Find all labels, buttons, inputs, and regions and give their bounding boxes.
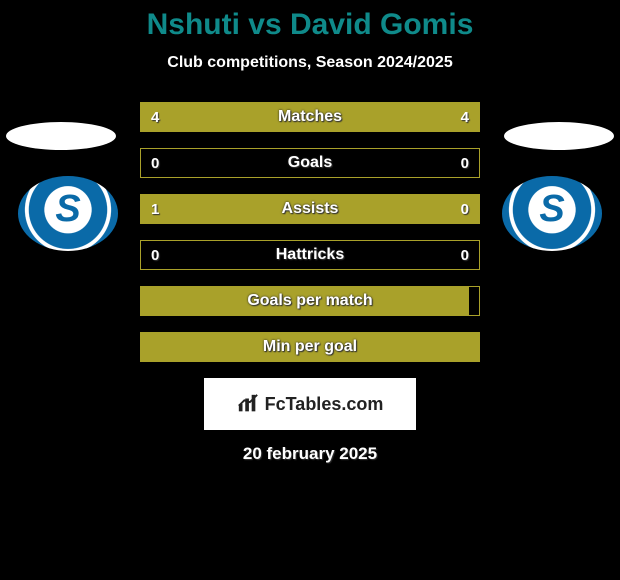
bar-value-right: 4	[461, 109, 469, 126]
stat-bar-row: Assists1 0	[140, 194, 480, 224]
stat-bar-row: Goals0 0	[140, 148, 480, 178]
bar-label: Assists	[141, 200, 479, 218]
bar-value-left: 0	[151, 247, 159, 264]
bar-label: Goals per match	[141, 292, 479, 310]
bar-label: Min per goal	[141, 338, 479, 356]
stat-bars: Matches44Goals00Assists10Hattricks00Goal…	[140, 102, 480, 362]
club-logo-left	[18, 176, 118, 251]
page-title: Nshuti vs David Gomis	[0, 8, 620, 42]
bar-value-left: 0	[151, 155, 159, 172]
bar-label: Hattricks	[141, 246, 479, 264]
bar-label: Matches	[141, 108, 479, 126]
date-label: 20 february 2025	[0, 444, 620, 464]
bar-value-right: 0	[461, 201, 469, 218]
club-logo-right	[502, 176, 602, 251]
bar-value-right: 0	[461, 247, 469, 264]
stat-bar-row: Hattricks0 0	[140, 240, 480, 270]
stat-bar-row: Goals per match	[140, 286, 480, 316]
comparison-card: Nshuti vs David Gomis Club competitions,…	[0, 0, 620, 464]
site-badge[interactable]: FcTables.com	[204, 378, 416, 430]
bar-value-left: 1	[151, 201, 159, 218]
site-badge-text: FcTables.com	[265, 394, 384, 415]
chart-icon	[237, 393, 259, 415]
bar-value-left: 4	[151, 109, 159, 126]
stat-bar-row: Matches4 4	[140, 102, 480, 132]
player-oval-left	[6, 122, 116, 150]
bar-label: Goals	[141, 154, 479, 172]
player-oval-right	[504, 122, 614, 150]
subtitle: Club competitions, Season 2024/2025	[0, 54, 620, 72]
bar-value-right: 0	[461, 155, 469, 172]
stat-bar-row: Min per goal	[140, 332, 480, 362]
